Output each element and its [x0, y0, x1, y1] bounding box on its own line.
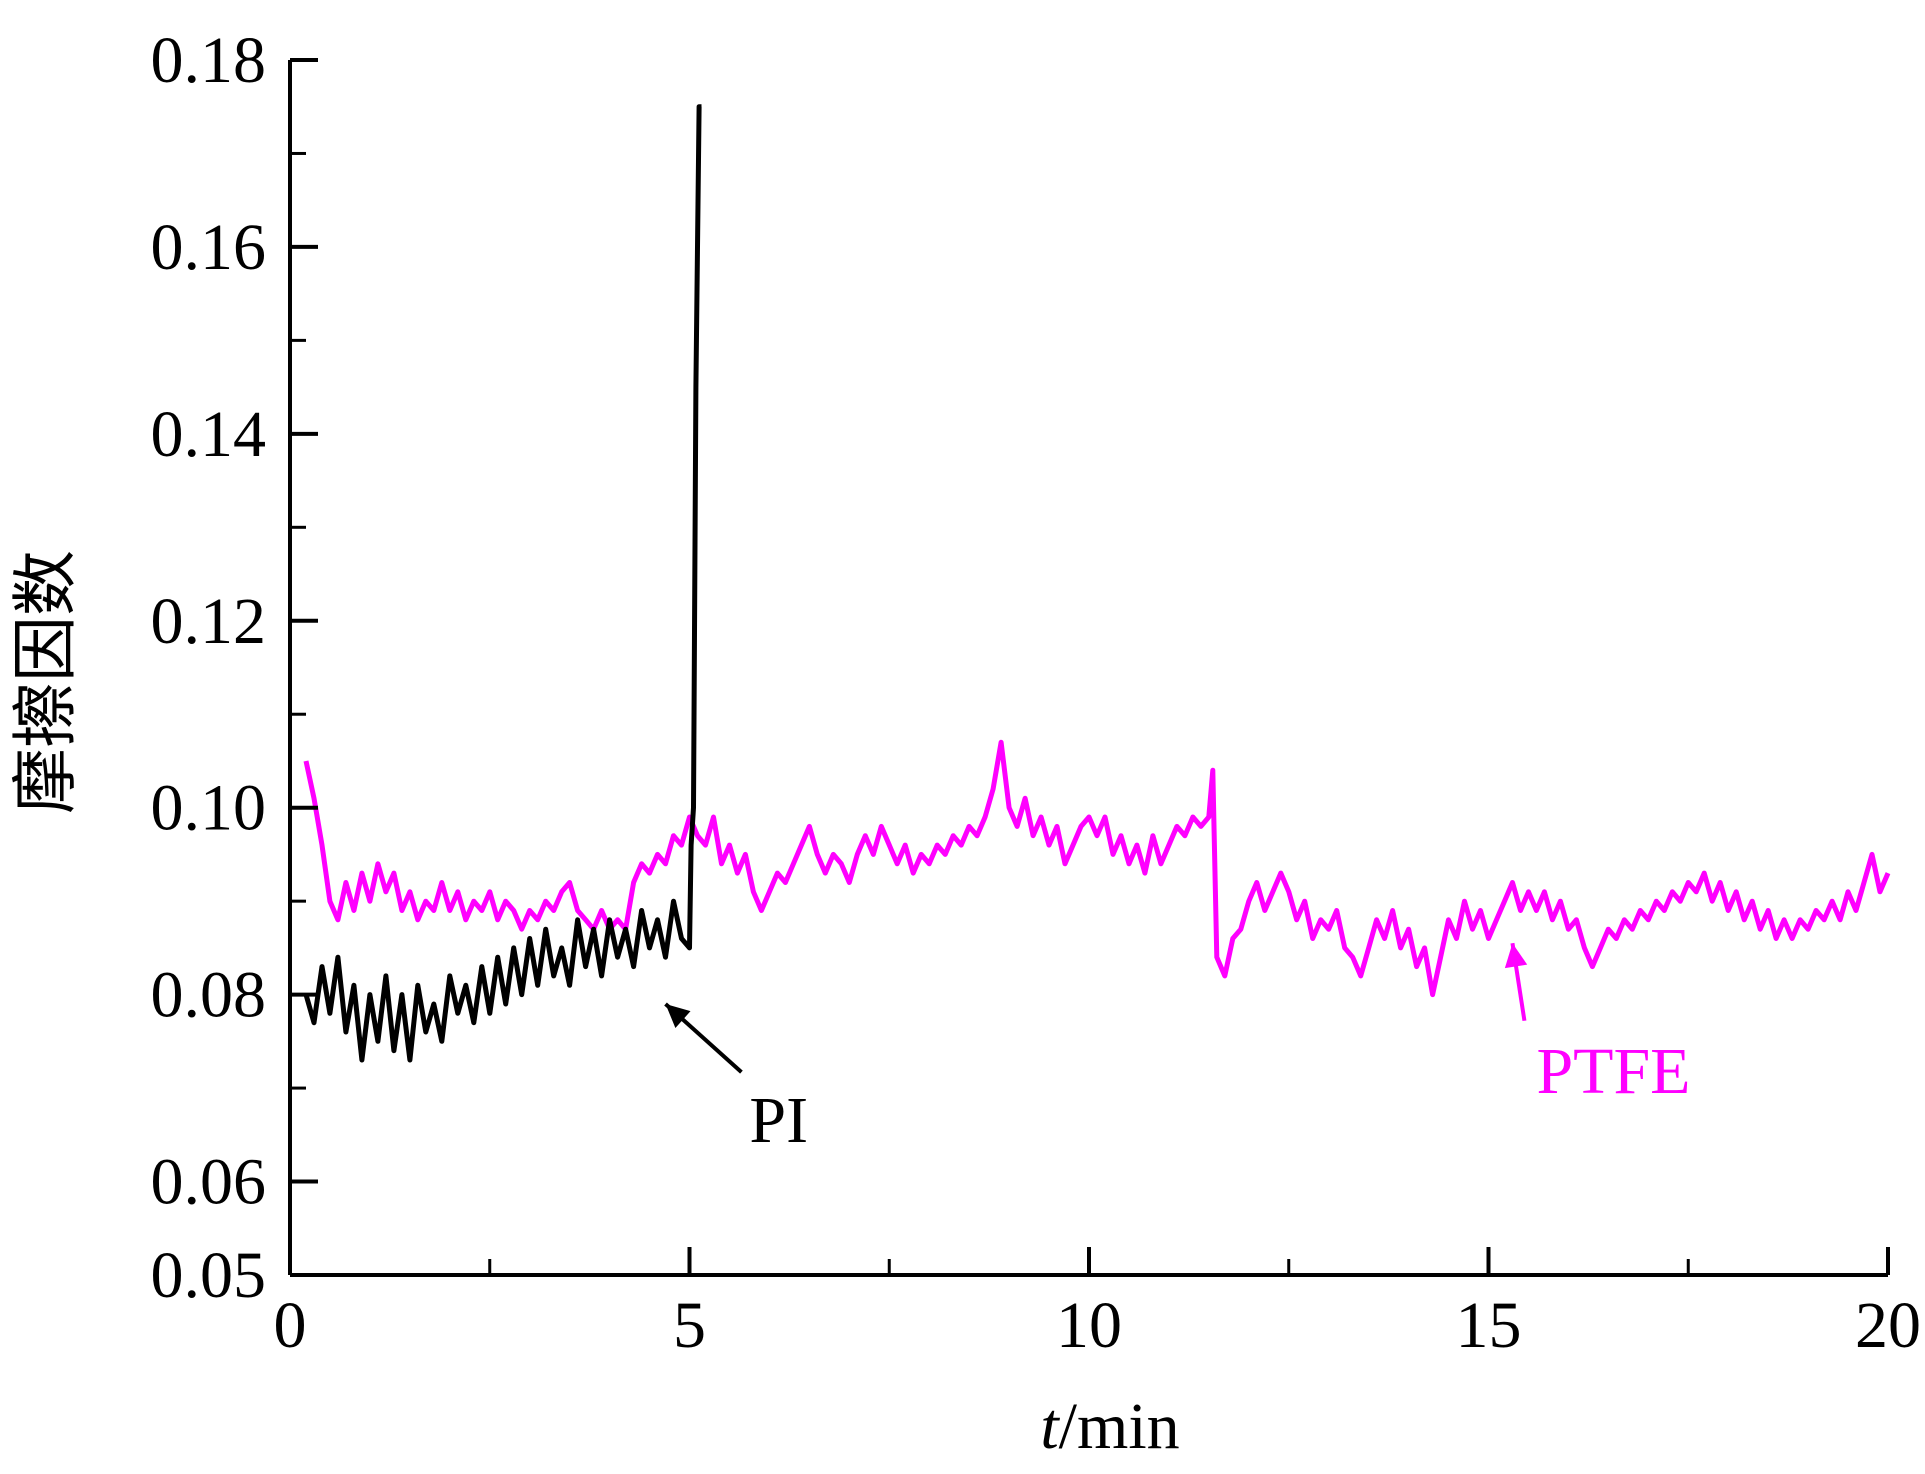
y-tick-label: 0.08: [151, 959, 267, 1032]
x-tick-label: 5: [673, 1289, 706, 1362]
axes-layer: 0.05 0.06 0.08 0.10 0.12 0.14 0.16 0.18 0 5 10 15 2…: [151, 24, 1922, 1362]
x-tick-label: 20: [1855, 1289, 1921, 1362]
y-tick-label: 0.05: [151, 1239, 267, 1312]
series-layer: [303, 104, 1891, 1063]
series-label-pi: PI: [749, 1084, 808, 1157]
y-axis-title: 摩擦因数: [10, 550, 83, 814]
series-label-ptfe: PTFE: [1536, 1035, 1690, 1108]
x-tick-label: 15: [1456, 1289, 1522, 1362]
y-ticks: 0.05 0.06 0.08 0.10 0.12 0.14 0.16 0.18: [151, 24, 318, 1312]
annotation-arrowhead-pi: [665, 1003, 691, 1029]
series-annotations: PI PTFE: [664, 942, 1690, 1157]
y-tick-label: 0.16: [151, 211, 267, 284]
x-ticks: 0 5 10 15 20: [274, 1247, 1921, 1362]
annotation-arrowhead-ptfe: [1504, 943, 1528, 969]
x-axis-title: t/min: [1040, 1390, 1179, 1463]
y-tick-label: 0.18: [151, 24, 267, 97]
y-tick-label: 0.14: [151, 398, 267, 471]
x-tick-label: 0: [274, 1289, 307, 1362]
y-tick-label: 0.10: [151, 772, 267, 845]
y-tick-label: 0.06: [151, 1146, 267, 1219]
series-line-pi: [303, 104, 702, 1063]
series-line-ptfe: [303, 739, 1891, 998]
x-axis-title-unit: /min: [1059, 1390, 1180, 1463]
y-tick-label: 0.12: [151, 585, 267, 658]
x-tick-label: 10: [1056, 1289, 1122, 1362]
x-axis-title-italic: t: [1040, 1390, 1060, 1463]
